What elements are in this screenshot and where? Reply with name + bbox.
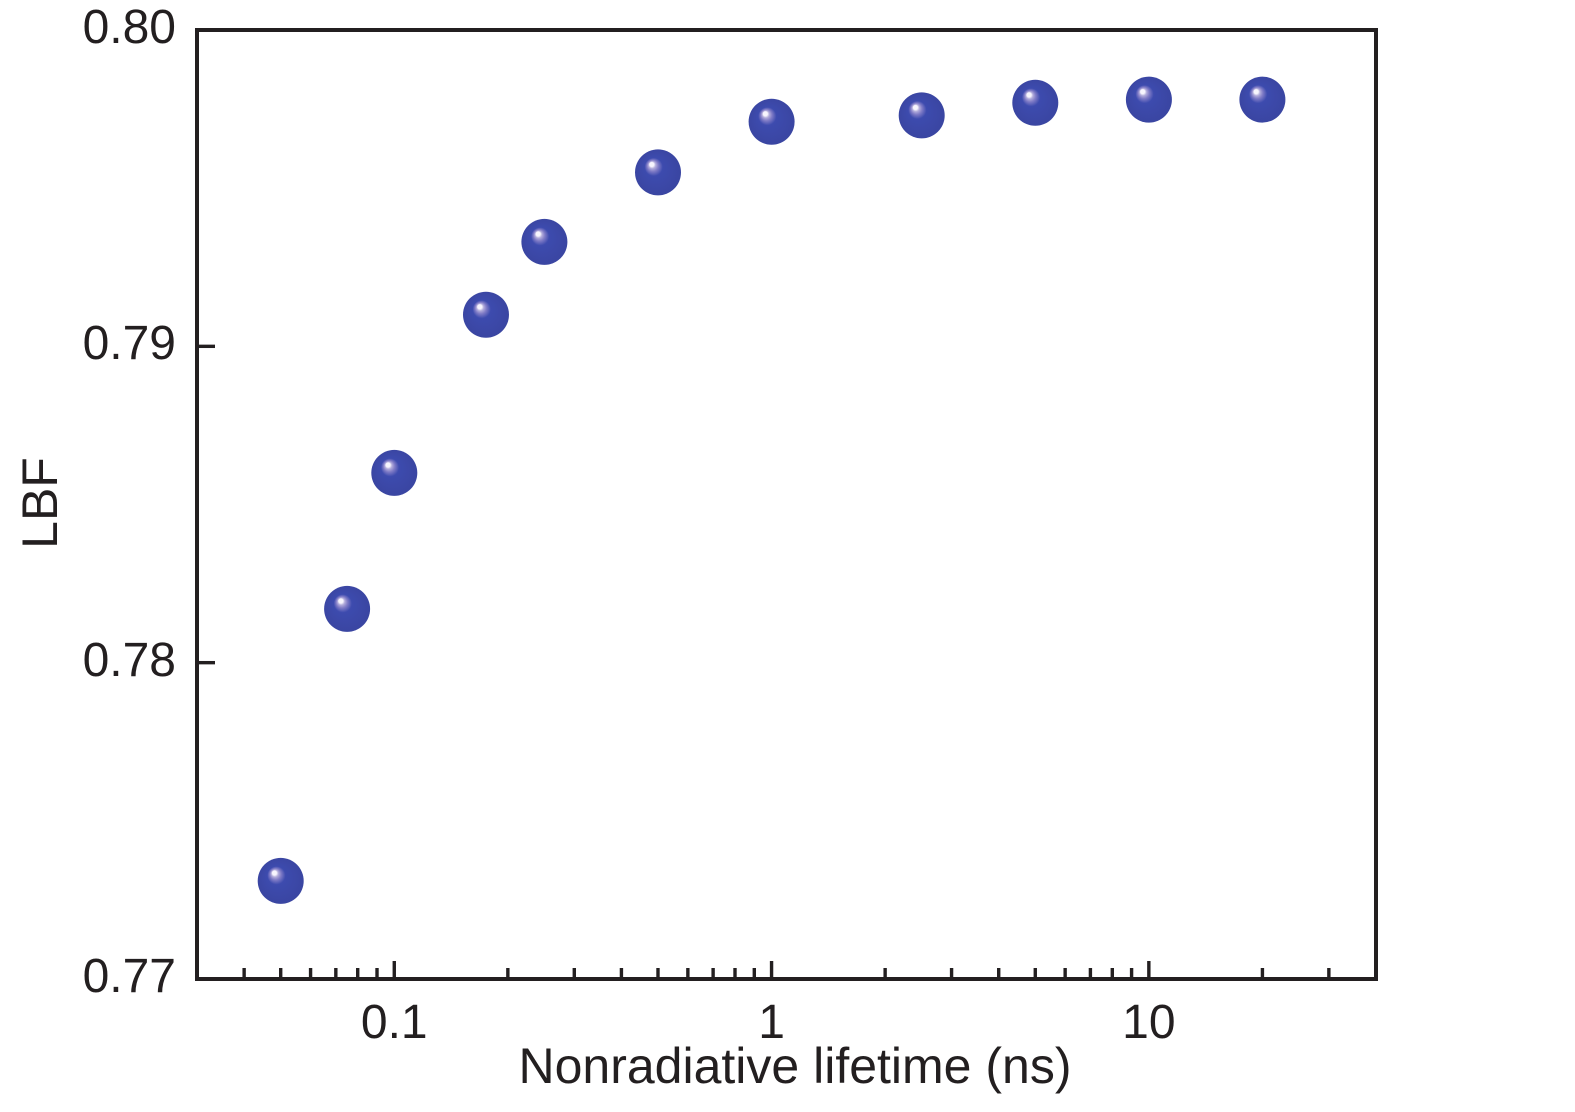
y-major-ticks (199, 344, 215, 665)
y-tick-label: 0.79 (82, 317, 176, 371)
x-minor-ticks (242, 968, 1331, 977)
data-point (748, 98, 795, 145)
data-point (635, 149, 681, 196)
data-point (1125, 76, 1172, 123)
plot-border (195, 28, 1378, 981)
data-point (463, 291, 509, 338)
data-point (1239, 76, 1286, 123)
data-points (257, 76, 1286, 904)
y-axis-title: LBF (12, 457, 68, 549)
data-point (371, 449, 418, 496)
x-tick-label: 1 (758, 996, 785, 1049)
data-point (1012, 79, 1059, 126)
data-point (521, 218, 568, 265)
x-tick-label: 0.1 (360, 996, 428, 1049)
x-tick-label: 10 (1122, 996, 1176, 1049)
data-point (898, 92, 945, 139)
x-axis-title: Nonradiative lifetime (ns) (518, 1038, 1072, 1094)
y-tick-label: 0.80 (82, 1, 176, 54)
y-tick-label: 0.78 (82, 633, 176, 687)
data-point (257, 857, 304, 904)
y-tick-label: 0.77 (82, 950, 176, 1003)
data-point (324, 585, 371, 632)
x-major-ticks (392, 961, 1151, 977)
